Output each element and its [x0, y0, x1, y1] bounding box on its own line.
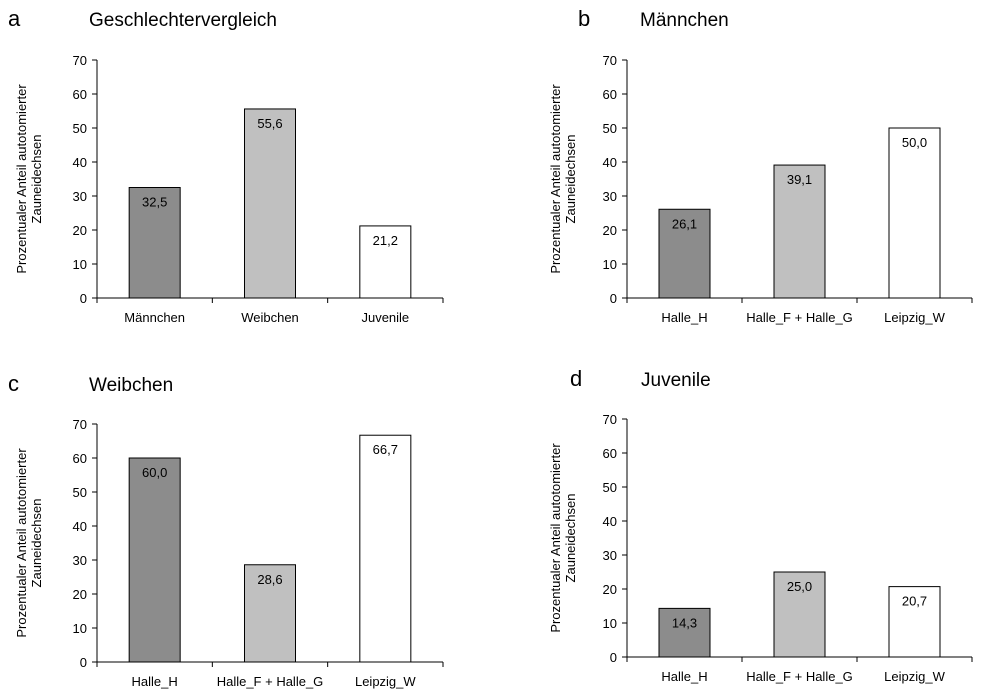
- y-tick-label: 30: [603, 189, 617, 204]
- y-tick-label: 50: [603, 480, 617, 495]
- y-axis-label-line-1: Prozentualer Anteil autotomierter: [14, 84, 29, 274]
- bar: [658, 607, 711, 658]
- y-tick-label: 40: [73, 155, 87, 170]
- bar: [359, 225, 412, 299]
- x-tick-label: Leipzig_W: [355, 674, 416, 689]
- y-tick-label: 30: [603, 548, 617, 563]
- y-axis-label-line-2: Zauneidechsen: [563, 135, 578, 224]
- chart-title: Weibchen: [89, 375, 173, 396]
- x-tick-label: Halle_F + Halle_G: [217, 674, 324, 689]
- y-axis-label-line-2: Zauneidechsen: [29, 499, 44, 588]
- panel-letter: d: [570, 366, 582, 391]
- bar-value-label: 66,7: [373, 442, 398, 457]
- bar-value-label: 14,3: [672, 615, 697, 630]
- chart-panel-c: c Weibchen Prozentualer Anteil autotomiert…: [8, 371, 444, 689]
- chart-panel-d: d Juvenile Prozentualer Anteil autotomiert…: [548, 366, 973, 684]
- y-tick-label: 30: [73, 189, 87, 204]
- y-tick-label: 70: [603, 53, 617, 68]
- chart-title: Juvenile: [641, 370, 711, 391]
- y-axis-label-line-1: Prozentualer Anteil autotomierter: [548, 443, 563, 633]
- bar-value-label: 26,1: [672, 216, 697, 231]
- x-tick-label: Halle_F + Halle_G: [746, 310, 853, 325]
- y-axis-label-line-1: Prozentualer Anteil autotomierter: [14, 448, 29, 638]
- x-tick-label: Weibchen: [241, 310, 299, 325]
- y-tick-label: 30: [73, 553, 87, 568]
- bar: [128, 457, 181, 663]
- chart-title: Männchen: [640, 10, 729, 31]
- y-tick-label: 50: [73, 121, 87, 136]
- y-tick-label: 10: [73, 257, 87, 272]
- x-tick-label: Männchen: [124, 310, 185, 325]
- y-axis-label-line-1: Prozentualer Anteil autotomierter: [548, 84, 563, 274]
- chart-panel-b: b Männchen Prozentualer Anteil autotomiert…: [548, 6, 973, 325]
- bar: [773, 571, 826, 658]
- y-tick-label: 0: [80, 291, 87, 306]
- y-tick-label: 20: [73, 223, 87, 238]
- y-tick-label: 40: [603, 514, 617, 529]
- y-axis-label-line-2: Zauneidechsen: [563, 494, 578, 583]
- y-tick-label: 70: [73, 53, 87, 68]
- chart-title: Geschlechtervergleich: [89, 10, 277, 31]
- bar-value-label: 28,6: [257, 572, 282, 587]
- panel-letter: b: [578, 6, 590, 31]
- x-tick-label: Halle_H: [661, 669, 707, 684]
- y-tick-label: 0: [610, 291, 617, 306]
- bar-value-label: 39,1: [787, 172, 812, 187]
- y-axis-label-line-2: Zauneidechsen: [29, 135, 44, 224]
- y-tick-label: 70: [73, 417, 87, 432]
- bar: [658, 208, 711, 299]
- y-tick-label: 20: [603, 582, 617, 597]
- y-tick-label: 20: [603, 223, 617, 238]
- bar-value-label: 32,5: [142, 195, 167, 210]
- bar-value-label: 25,0: [787, 579, 812, 594]
- y-tick-label: 60: [73, 87, 87, 102]
- x-tick-label: Juvenile: [361, 310, 409, 325]
- y-tick-label: 60: [603, 87, 617, 102]
- y-tick-label: 60: [73, 451, 87, 466]
- x-tick-label: Halle_H: [132, 674, 178, 689]
- panel-letter: a: [8, 6, 21, 31]
- bar: [888, 586, 941, 658]
- y-tick-label: 10: [603, 257, 617, 272]
- y-tick-label: 60: [603, 446, 617, 461]
- y-tick-label: 0: [80, 655, 87, 670]
- bar: [128, 187, 181, 299]
- x-tick-label: Leipzig_W: [884, 669, 945, 684]
- bar: [888, 127, 941, 299]
- bar: [359, 434, 412, 663]
- bar-value-label: 60,0: [142, 465, 167, 480]
- y-tick-label: 70: [603, 412, 617, 427]
- bar-value-label: 21,2: [373, 233, 398, 248]
- bar-value-label: 50,0: [902, 135, 927, 150]
- bar: [773, 164, 826, 299]
- y-tick-label: 50: [603, 121, 617, 136]
- bar: [244, 108, 296, 299]
- y-tick-label: 20: [73, 587, 87, 602]
- y-tick-label: 40: [603, 155, 617, 170]
- y-tick-label: 10: [603, 616, 617, 631]
- y-tick-label: 50: [73, 485, 87, 500]
- panel-letter: c: [8, 371, 19, 396]
- bar-value-label: 55,6: [257, 116, 282, 131]
- y-tick-label: 40: [73, 519, 87, 534]
- y-tick-label: 0: [610, 650, 617, 665]
- x-tick-label: Leipzig_W: [884, 310, 945, 325]
- x-tick-label: Halle_F + Halle_G: [746, 669, 853, 684]
- x-tick-label: Halle_H: [661, 310, 707, 325]
- y-tick-label: 10: [73, 621, 87, 636]
- bar-value-label: 20,7: [902, 594, 927, 609]
- bar: [244, 564, 296, 663]
- chart-panel-a: a Geschlechtervergleich Prozentualer Antei…: [8, 6, 444, 325]
